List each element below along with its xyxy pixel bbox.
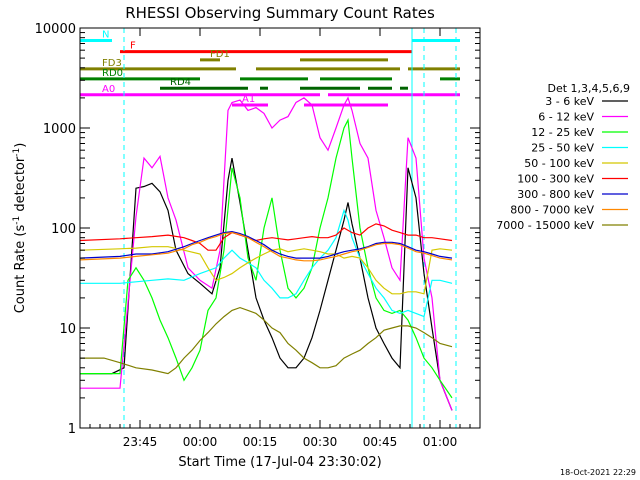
legend-label-4: 50 - 100 keV [524, 157, 594, 170]
x-tick-label-1: 00:00 [183, 435, 218, 449]
flag-bar-label-3: FD3 [102, 58, 122, 69]
flag-bar-label-1: F [130, 41, 136, 52]
flag-bar-label-7: A1 [242, 94, 255, 105]
y-axis-label: Count Rate (s-1 detector-1) [12, 143, 28, 314]
legend-label-1: 6 - 12 keV [538, 111, 594, 124]
legend-label-7: 800 - 7000 keV [510, 204, 594, 217]
series-line-2 [80, 118, 453, 399]
x-tick-label-0: 23:45 [123, 435, 158, 449]
series-line-1 [80, 96, 453, 411]
flag-bar-label-4: RD0 [102, 68, 123, 79]
y-axis-label-part2: detector [13, 156, 28, 216]
x-tick-label-4: 00:45 [363, 435, 398, 449]
legend-label-8: 7000 - 15000 keV [496, 219, 594, 232]
y-axis-label-sup2: -1 [12, 148, 22, 157]
y-tick-label-2: 100 [51, 222, 76, 237]
y-ticks: 1 10 100 1000 10000 [35, 22, 480, 437]
series-line-4 [79, 246, 453, 295]
series-line-7 [79, 231, 453, 262]
flag-bar-label-5: RD4 [170, 77, 191, 88]
flag-bar-label-2: FD1 [210, 49, 230, 60]
legend-label-3: 25 - 50 keV [531, 142, 594, 155]
y-tick-label-1: 10 [59, 322, 76, 337]
legend-title: Det 1,3,4,5,6,9 [547, 82, 630, 95]
series-lines [79, 96, 453, 411]
legend-label-0: 3 - 6 keV [545, 95, 594, 108]
series-line-3 [80, 208, 453, 318]
y-axis-label-sup1: -1 [12, 216, 22, 225]
series-line-8 [80, 306, 453, 375]
x-axis-label: Start Time (17-Jul-04 23:30:02) [178, 455, 381, 470]
series-line-5 [79, 223, 453, 251]
y-tick-label-0: 1 [68, 422, 76, 437]
y-axis-label-part3: ) [13, 143, 28, 148]
series-line-0 [80, 157, 453, 411]
timestamp: 18-Oct-2021 22:29 [560, 468, 636, 477]
x-tick-label-2: 00:15 [243, 435, 278, 449]
legend: 3 - 6 keV 6 - 12 keV 12 - 25 keV 25 - 50 ke… [496, 95, 628, 232]
y-tick-label-4: 10000 [35, 22, 76, 37]
x-tick-label-5: 01:00 [423, 435, 458, 449]
legend-label-6: 300 - 800 keV [517, 188, 594, 201]
x-ticks: 23:45 00:00 00:15 00:30 00:45 01:00 [89, 28, 471, 449]
x-tick-label-3: 00:30 [303, 435, 338, 449]
y-tick-label-3: 1000 [43, 122, 76, 137]
flag-bar-label-0: N [102, 29, 109, 40]
legend-label-5: 100 - 300 keV [517, 173, 594, 186]
legend-label-2: 12 - 25 keV [531, 126, 594, 139]
flag-bar-label-6: A0 [102, 84, 115, 95]
chart-title: RHESSI Observing Summary Count Rates [125, 4, 435, 22]
series-line-6 [79, 230, 453, 259]
y-axis-label-part1: Count Rate (s [13, 225, 28, 314]
